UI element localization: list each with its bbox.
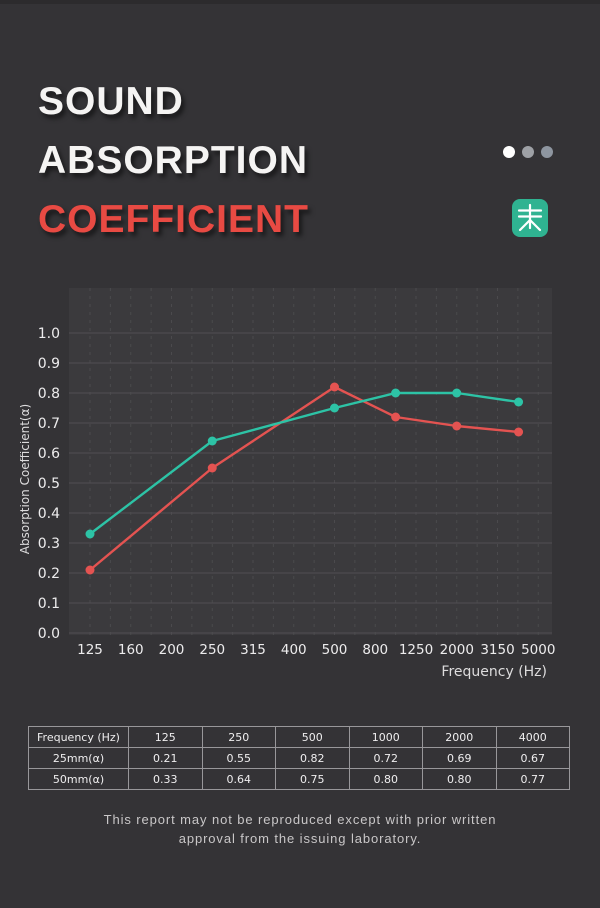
table-cell: 2000 [422, 726, 497, 748]
y-tick-label: 0.4 [38, 506, 60, 522]
data-point [85, 529, 95, 539]
table-cell: 4000 [495, 726, 570, 748]
x-tick-label: 500 [322, 642, 348, 658]
table-cell: 0.80 [348, 768, 423, 790]
x-tick-label: 3150 [480, 642, 514, 658]
data-point [391, 412, 401, 422]
table-cell: 25mm(α) [28, 747, 129, 769]
absorption-coefficient-chart: 0.0 0.1 0.2 0.3 0.4 0.5 0.6 0.7 0.8 0.9 1.0 125 160 2… [20, 288, 555, 680]
data-point [85, 565, 95, 575]
data-point [330, 382, 339, 392]
footer-line-1: This report may not be reproduced except… [103, 812, 497, 827]
table-cell: 125 [128, 726, 203, 748]
y-tick-label: 0.1 [38, 596, 60, 612]
coefficient-table-wrap: Frequency (Hz) 125 250 500 1000 2000 4000 25mm(… [28, 726, 570, 790]
data-point [514, 427, 524, 437]
y-tick-label: 1.0 [38, 326, 60, 342]
y-tick-label: 0.0 [38, 626, 60, 642]
y-tick-label: 0.3 [38, 536, 60, 552]
x-tick-label: 315 [240, 642, 266, 658]
y-tick-label: 0.5 [38, 476, 60, 492]
data-point [330, 403, 339, 413]
table-cell: 0.69 [422, 747, 497, 769]
title-line-2: ABSORPTION [38, 139, 309, 182]
table-cell: 50mm(α) [28, 768, 129, 790]
table-cell: 0.55 [201, 747, 276, 769]
table-cell: 0.72 [348, 747, 423, 769]
decorative-dots [503, 146, 553, 158]
dot-icon [522, 146, 534, 158]
tian-character-icon [517, 203, 543, 232]
x-tick-label: 160 [118, 642, 144, 658]
page-title: SOUND ABSORPTION COEFFICIENT [38, 72, 309, 249]
table-cell: 0.21 [128, 747, 203, 769]
table-cell: 0.75 [275, 768, 350, 790]
top-strip [0, 0, 600, 4]
table-cell: 0.80 [422, 768, 497, 790]
y-tick-label: 0.7 [38, 416, 60, 432]
x-tick-label: 5000 [521, 642, 555, 658]
data-point [452, 421, 462, 431]
y-tick-label: 0.8 [38, 386, 60, 402]
dot-icon [503, 146, 515, 158]
title-line-1: SOUND [38, 80, 184, 123]
coefficient-table: Frequency (Hz) 125 250 500 1000 2000 4000 25mm(… [28, 726, 570, 790]
x-axis-title: Frequency (Hz) [441, 664, 547, 680]
table-cell: 0.77 [495, 768, 570, 790]
dot-icon [541, 146, 553, 158]
x-tick-label: 2000 [440, 642, 474, 658]
table-cell: 0.67 [495, 747, 570, 769]
data-point [452, 388, 462, 398]
table-cell: Frequency (Hz) [28, 726, 129, 748]
table-row: 25mm(α) 0.21 0.55 0.82 0.72 0.69 0.67 [28, 747, 570, 769]
table-cell: 0.82 [275, 747, 350, 769]
brand-logo [512, 199, 548, 237]
x-tick-label: 250 [199, 642, 225, 658]
y-axis-title: Absorption Coefficient(α) [20, 404, 32, 554]
table-row: Frequency (Hz) 125 250 500 1000 2000 4000 [28, 726, 570, 748]
x-tick-label: 400 [281, 642, 307, 658]
x-tick-label: 1250 [399, 642, 433, 658]
x-tick-label: 125 [77, 642, 103, 658]
y-tick-label: 0.2 [38, 566, 60, 582]
x-tick-label: 200 [159, 642, 185, 658]
series-line-25mm(α) [88, 385, 520, 572]
footer-line-2: approval from the issuing laboratory. [178, 831, 422, 846]
data-point [391, 388, 401, 398]
data-point [207, 463, 217, 473]
footer-note: This report may not be reproduced except… [0, 810, 600, 848]
y-tick-label: 0.6 [38, 446, 60, 462]
table-cell: 0.64 [201, 768, 276, 790]
data-point [514, 397, 524, 407]
table-row: 50mm(α) 0.33 0.64 0.75 0.80 0.80 0.77 [28, 768, 570, 790]
series-line-50mm(α) [88, 391, 520, 536]
title-line-3: COEFFICIENT [38, 198, 309, 241]
x-tick-label: 800 [362, 642, 388, 658]
table-cell: 500 [275, 726, 350, 748]
data-point [207, 436, 217, 446]
table-cell: 0.33 [128, 768, 203, 790]
table-cell: 250 [201, 726, 276, 748]
y-tick-label: 0.9 [38, 356, 60, 372]
table-cell: 1000 [348, 726, 423, 748]
